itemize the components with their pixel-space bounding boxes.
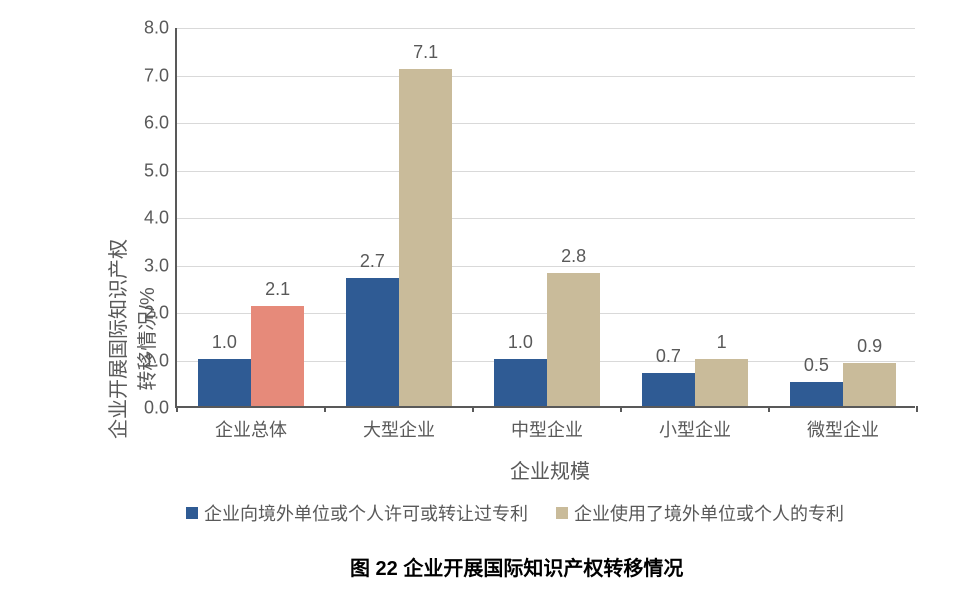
grid-line bbox=[177, 218, 915, 219]
y-tick-label: 3.0 bbox=[144, 255, 169, 276]
x-tick-mark bbox=[324, 406, 326, 412]
grid-line bbox=[177, 76, 915, 77]
x-tick-label: 小型企业 bbox=[659, 416, 731, 442]
bar-value-label: 1.0 bbox=[508, 332, 533, 353]
legend-swatch bbox=[556, 507, 568, 519]
bar bbox=[695, 359, 748, 407]
legend-label: 企业向境外单位或个人许可或转让过专利 bbox=[204, 500, 528, 526]
figure-caption: 图 22 企业开展国际知识产权转移情况 bbox=[350, 552, 683, 581]
bar-value-label: 2.8 bbox=[561, 246, 586, 267]
legend-item: 企业使用了境外单位或个人的专利 bbox=[556, 500, 844, 526]
bar bbox=[346, 278, 399, 406]
bar-value-label: 0.5 bbox=[804, 355, 829, 376]
y-tick-label: 5.0 bbox=[144, 160, 169, 181]
y-tick-label: 1.0 bbox=[144, 350, 169, 371]
grid-line bbox=[177, 171, 915, 172]
plot-area: 0.01.02.03.04.05.06.07.08.0企业总体1.02.1大型企… bbox=[175, 28, 915, 408]
bar-value-label: 7.1 bbox=[413, 42, 438, 63]
bar bbox=[642, 373, 695, 406]
grid-line bbox=[177, 28, 915, 29]
x-tick-label: 企业总体 bbox=[215, 416, 287, 442]
y-tick-label: 8.0 bbox=[144, 18, 169, 39]
x-axis-title: 企业规模 bbox=[510, 455, 590, 484]
legend-item: 企业向境外单位或个人许可或转让过专利 bbox=[186, 500, 528, 526]
bar-value-label: 0.7 bbox=[656, 346, 681, 367]
x-tick-label: 微型企业 bbox=[807, 416, 879, 442]
bar-value-label: 1 bbox=[717, 332, 727, 353]
bar-value-label: 1.0 bbox=[212, 332, 237, 353]
chart-container: 企业开展国际知识产权转移情况/% 0.01.02.03.04.05.06.07.… bbox=[20, 20, 953, 591]
x-tick-mark bbox=[768, 406, 770, 412]
bar-value-label: 2.1 bbox=[265, 279, 290, 300]
bar-value-label: 0.9 bbox=[857, 336, 882, 357]
y-tick-label: 4.0 bbox=[144, 208, 169, 229]
bar-value-label: 2.7 bbox=[360, 251, 385, 272]
y-tick-label: 0.0 bbox=[144, 398, 169, 419]
legend-label: 企业使用了境外单位或个人的专利 bbox=[574, 500, 844, 526]
x-tick-label: 大型企业 bbox=[363, 416, 435, 442]
bar bbox=[198, 359, 251, 407]
bar bbox=[251, 306, 304, 406]
grid-line bbox=[177, 266, 915, 267]
x-tick-mark bbox=[916, 406, 918, 412]
legend-swatch bbox=[186, 507, 198, 519]
x-tick-mark bbox=[620, 406, 622, 412]
x-tick-mark bbox=[176, 406, 178, 412]
bar bbox=[790, 382, 843, 406]
bar bbox=[399, 69, 452, 406]
grid-line bbox=[177, 123, 915, 124]
bar bbox=[494, 359, 547, 407]
y-tick-label: 7.0 bbox=[144, 65, 169, 86]
y-tick-label: 2.0 bbox=[144, 303, 169, 324]
legend: 企业向境外单位或个人许可或转让过专利 企业使用了境外单位或个人的专利 bbox=[120, 500, 910, 526]
bar bbox=[843, 363, 896, 406]
bar bbox=[547, 273, 600, 406]
y-tick-label: 6.0 bbox=[144, 113, 169, 134]
x-tick-label: 中型企业 bbox=[511, 416, 583, 442]
x-tick-mark bbox=[472, 406, 474, 412]
